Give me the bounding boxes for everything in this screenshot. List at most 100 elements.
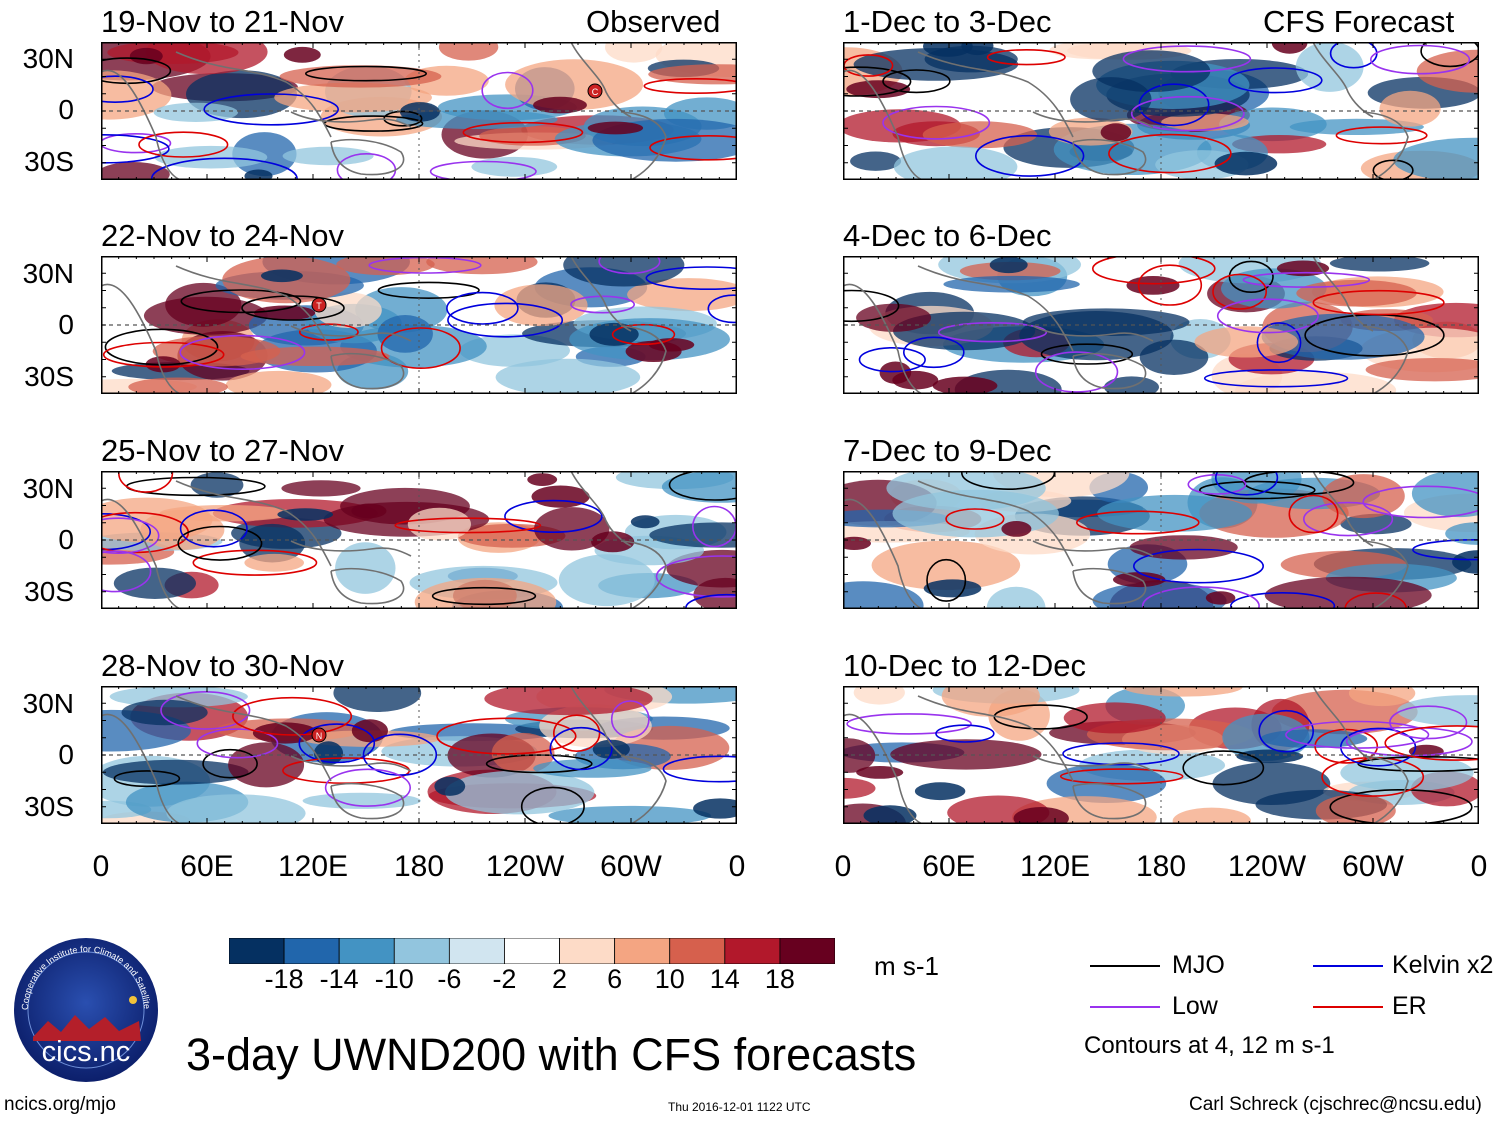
panel-title-obs-4: 28-Nov to 30-Nov bbox=[101, 648, 344, 683]
wind-anomaly-core bbox=[1205, 591, 1236, 605]
colorbar-tick-label: -6 bbox=[437, 964, 462, 994]
coastline-africa bbox=[843, 283, 924, 394]
coastline-maritime bbox=[1032, 755, 1154, 772]
panel-title-obs-1: 19-Nov to 21-Nov bbox=[101, 4, 344, 39]
wind-anomaly-blob bbox=[494, 284, 588, 327]
wind-anomaly-blob bbox=[853, 686, 905, 705]
panel-ticks bbox=[843, 686, 1479, 824]
wind-anomaly-blob bbox=[1063, 702, 1166, 734]
footer-url[interactable]: ncics.org/mjo bbox=[4, 1094, 116, 1115]
contour-line bbox=[1122, 45, 1252, 73]
y-label-30n-1: 30N bbox=[22, 43, 74, 74]
wind-anomaly-blob bbox=[281, 480, 361, 497]
wind-anomaly-core bbox=[856, 766, 904, 779]
contour-line bbox=[570, 295, 636, 314]
wind-anomaly-blob bbox=[314, 292, 382, 328]
contour-line bbox=[1329, 789, 1473, 824]
coastline-australia bbox=[1072, 352, 1147, 390]
contour-line bbox=[101, 133, 172, 154]
wind-anomaly-blob bbox=[886, 471, 1046, 511]
contour-line bbox=[177, 525, 263, 561]
colorbar-swatch bbox=[559, 938, 616, 964]
panel-ticks bbox=[843, 471, 1479, 609]
wind-anomaly-core bbox=[1236, 749, 1304, 764]
contour-line bbox=[643, 78, 737, 94]
x-tick-label: 180 bbox=[393, 850, 445, 883]
contour-line bbox=[1034, 351, 1119, 393]
wind-anomaly-blob bbox=[605, 42, 663, 63]
contour-line bbox=[101, 550, 152, 593]
contour-line bbox=[937, 321, 1048, 343]
colorbar bbox=[229, 938, 835, 964]
contour-line bbox=[1198, 480, 1316, 500]
x-tick-label: 120E bbox=[1019, 850, 1091, 883]
contour-line bbox=[520, 786, 585, 824]
contour-line bbox=[160, 690, 251, 730]
wind-anomaly-core bbox=[932, 376, 998, 394]
wind-anomaly-blob bbox=[102, 759, 249, 785]
colorbar-swatch bbox=[779, 938, 835, 964]
wind-anomaly-blob bbox=[871, 540, 1021, 590]
coastlines bbox=[843, 471, 1409, 609]
contour-line bbox=[1228, 67, 1323, 94]
contour-line bbox=[431, 586, 537, 606]
contour-line bbox=[1312, 289, 1445, 316]
wind-anomaly-blob bbox=[107, 42, 239, 64]
wind-anomaly-blob bbox=[850, 151, 902, 171]
coastline-maritime bbox=[290, 755, 412, 772]
x-tick-label: 0 bbox=[834, 850, 852, 883]
coastline-africa bbox=[101, 498, 182, 609]
header-cfs-forecast: CFS Forecast bbox=[1263, 4, 1455, 39]
contour-line bbox=[138, 131, 229, 158]
coastline-south-america bbox=[1362, 111, 1409, 180]
legend-label-er: ER bbox=[1392, 992, 1427, 1020]
x-tick-label: 120E bbox=[277, 850, 349, 883]
coastline-africa bbox=[101, 713, 182, 824]
wind-anomaly-core bbox=[693, 798, 737, 819]
legend-label-mjo: MJO bbox=[1172, 951, 1225, 979]
contour-line bbox=[1384, 725, 1479, 761]
contour-line bbox=[858, 346, 926, 373]
contour-line bbox=[882, 105, 991, 140]
contour-line bbox=[324, 768, 411, 807]
contour-line bbox=[462, 121, 584, 144]
wind-anomaly-core bbox=[533, 96, 587, 114]
contour-line bbox=[986, 48, 1066, 66]
wave-contours bbox=[101, 471, 737, 609]
coastlines bbox=[101, 686, 667, 824]
x-tick-label: 60W bbox=[1342, 850, 1404, 883]
colorbar-tick-label: 14 bbox=[709, 964, 740, 994]
contour-line bbox=[668, 471, 737, 501]
wind-anomaly-blob bbox=[1411, 471, 1479, 518]
panel-title-fc-2: 4-Dec to 6-Dec bbox=[843, 218, 1052, 253]
wind-anomaly-core bbox=[923, 42, 973, 57]
wind-anomaly-blob bbox=[244, 553, 304, 572]
contour-line bbox=[1182, 750, 1265, 786]
contour-line bbox=[1059, 768, 1184, 785]
contour-line bbox=[1357, 756, 1479, 772]
contour-line bbox=[113, 770, 181, 788]
wind-anomaly-blob bbox=[333, 686, 422, 712]
legend-line-low bbox=[1090, 1006, 1160, 1008]
panel-title-obs-3: 25-Nov to 27-Nov bbox=[101, 433, 344, 468]
coastline-australia bbox=[330, 352, 405, 390]
wind-anomaly-blob bbox=[153, 102, 238, 122]
wind-anomaly-blob bbox=[986, 586, 1046, 609]
wind-anomaly-core bbox=[527, 473, 558, 486]
storm-label: N bbox=[316, 731, 323, 741]
contour-line bbox=[926, 558, 967, 602]
units-label: m s-1 bbox=[874, 951, 939, 981]
contour-line bbox=[485, 754, 593, 774]
map-panel-obs-1: C bbox=[101, 42, 737, 180]
panel-ticks bbox=[101, 686, 737, 824]
contour-line bbox=[1288, 494, 1339, 534]
wind-anomaly-core bbox=[260, 269, 303, 283]
contour-line bbox=[598, 256, 661, 275]
wind-anomaly-blob bbox=[627, 278, 737, 312]
wind-anomaly-blob bbox=[113, 567, 196, 599]
coastline-asia bbox=[917, 265, 1074, 352]
wind-anomaly-blob bbox=[225, 370, 332, 394]
map-panel-fc-4 bbox=[843, 686, 1479, 824]
wind-anomaly-blob bbox=[336, 256, 435, 276]
wind-anomaly-core bbox=[648, 338, 695, 352]
